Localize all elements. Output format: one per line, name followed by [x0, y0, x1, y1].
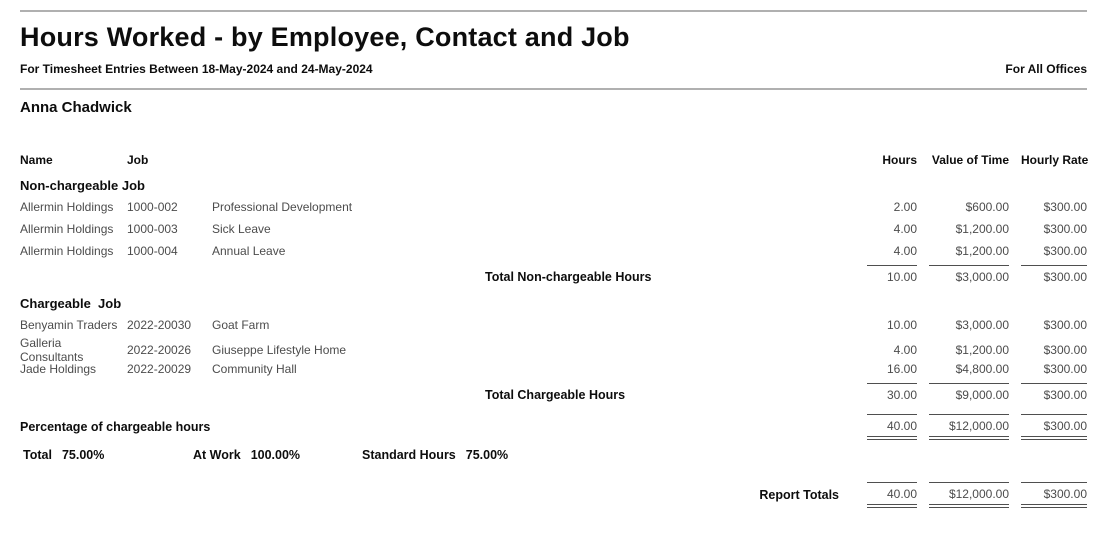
cell-hourly-rate: $300.00 [1043, 362, 1087, 376]
cell-value-of-time: $4,800.00 [955, 362, 1009, 376]
cell-job-name: Sick Leave [212, 222, 271, 236]
table-row: Allermin Holdings 1000-003 Sick Leave 4.00 $… [20, 218, 1087, 240]
column-header-hours: Hours [882, 153, 917, 167]
top-divider [20, 10, 1087, 12]
stat-total-value: 75.00% [61, 448, 105, 462]
cell-job-code: 1000-002 [127, 200, 178, 214]
section-total-label: Total Non-chargeable Hours [485, 270, 652, 284]
section-title: Chargeable Job [20, 296, 122, 311]
cell-contact-name: Allermin Holdings [20, 244, 114, 258]
percentage-hours-total: 40.00 [867, 414, 917, 440]
office-scope: For All Offices [1005, 62, 1087, 76]
report-section: Chargeable Job Benyamin Traders 2022-20030… [20, 296, 1087, 404]
column-header-hourly-rate: Hourly Rate [1021, 153, 1089, 167]
report-totals-row: Report Totals 40.00 $12,000.00 $300.00 [20, 482, 1087, 508]
cell-value-of-time: $600.00 [965, 200, 1009, 214]
cell-hourly-rate: $300.00 [1043, 222, 1087, 236]
report-section: Non-chargeable Job Allermin Holdings 1000-… [20, 178, 1087, 286]
section-total-value-of-time: $3,000.00 [929, 265, 1009, 286]
table-row: Galleria Consultants 2022-20026 Giuseppe L… [20, 336, 1087, 364]
cell-job-name: Goat Farm [212, 318, 270, 332]
percentage-hourly-rate-total: $300.00 [1021, 414, 1087, 440]
percentage-stats-row: Total 75.00% At Work 100.00% Standard Ho… [20, 448, 1087, 462]
section-total-row: Total Non-chargeable Hours 10.00 $3,000.00… [20, 265, 1087, 286]
stat-standard-hours-label: Standard Hours [362, 448, 456, 462]
stat-at-work-value: 100.00% [250, 448, 301, 462]
table-row: Allermin Holdings 1000-002 Professional De… [20, 196, 1087, 218]
table-row: Jade Holdings 2022-20029 Community Hall 16.… [20, 358, 1087, 380]
cell-contact-name: Jade Holdings [20, 362, 97, 376]
stat-standard-hours: Standard Hours 75.00% [362, 448, 508, 462]
report-date-range: For Timesheet Entries Between 18-May-202… [20, 62, 373, 76]
section-total-hours: 30.00 [867, 383, 917, 404]
section-total-hourly-rate: $300.00 [1021, 265, 1087, 286]
cell-hourly-rate: $300.00 [1043, 200, 1087, 214]
report-totals-value-of-time: $12,000.00 [929, 482, 1009, 508]
section-total-hourly-rate: $300.00 [1021, 383, 1087, 404]
percentage-label: Percentage of chargeable hours [20, 420, 211, 434]
cell-value-of-time: $1,200.00 [955, 343, 1009, 357]
table-row: Benyamin Traders 2022-20030 Goat Farm 10.00… [20, 314, 1087, 336]
column-header-name: Name [20, 153, 53, 167]
cell-hours: 16.00 [886, 362, 917, 376]
cell-value-of-time: $1,200.00 [955, 222, 1009, 236]
cell-job-name: Community Hall [212, 362, 297, 376]
stat-at-work: At Work 100.00% [193, 448, 362, 462]
stat-standard-hours-value: 75.00% [465, 448, 509, 462]
header-divider [20, 88, 1087, 90]
table-header-row: Name Job Hours Value of Time Hourly Rate [20, 153, 1089, 168]
section-total-value-of-time: $9,000.00 [929, 383, 1009, 404]
cell-hourly-rate: $300.00 [1043, 244, 1087, 258]
cell-contact-name: Benyamin Traders [20, 318, 118, 332]
report-title: Hours Worked - by Employee, Contact and … [20, 22, 630, 52]
employee-name: Anna Chadwick [20, 99, 132, 116]
cell-job-code: 2022-20030 [127, 318, 192, 332]
cell-job-name: Annual Leave [212, 244, 286, 258]
section-title: Non-chargeable Job [20, 178, 145, 193]
cell-job-code: 2022-20026 [127, 343, 192, 357]
cell-job-code: 1000-004 [127, 244, 178, 258]
cell-hours: 4.00 [893, 343, 917, 357]
cell-job-name: Professional Development [212, 200, 353, 214]
column-header-value-of-time: Value of Time [931, 153, 1009, 167]
cell-job-code: 2022-20029 [127, 362, 192, 376]
cell-hours: 4.00 [893, 222, 917, 236]
cell-hourly-rate: $300.00 [1043, 318, 1087, 332]
stat-total: Total 75.00% [23, 448, 193, 462]
report-subtitle-row: For Timesheet Entries Between 18-May-202… [20, 62, 1087, 76]
report-sections: Non-chargeable Job Allermin Holdings 1000-… [20, 178, 1087, 404]
cell-job-name: Giuseppe Lifestyle Home [212, 343, 347, 357]
cell-hours: 10.00 [886, 318, 917, 332]
column-header-job: Job [127, 153, 149, 167]
section-total-row: Total Chargeable Hours 30.00 $9,000.00 $300… [20, 383, 1087, 404]
section-total-label: Total Chargeable Hours [485, 388, 626, 402]
report-totals-hours: 40.00 [867, 482, 917, 508]
cell-contact-name: Allermin Holdings [20, 200, 114, 214]
cell-hours: 4.00 [893, 244, 917, 258]
cell-contact-name: Galleria Consultants [20, 336, 84, 364]
section-total-hours: 10.00 [867, 265, 917, 286]
stat-total-label: Total [23, 448, 52, 462]
report-totals-label: Report Totals [759, 488, 839, 502]
cell-value-of-time: $3,000.00 [955, 318, 1009, 332]
percentage-row: Percentage of chargeable hours 40.00 $12… [20, 414, 1087, 440]
stat-at-work-label: At Work [193, 448, 241, 462]
table-row: Allermin Holdings 1000-004 Annual Leave 4.0… [20, 240, 1087, 262]
report-totals-hourly-rate: $300.00 [1021, 482, 1087, 508]
cell-job-code: 1000-003 [127, 222, 178, 236]
cell-hourly-rate: $300.00 [1043, 343, 1087, 357]
percentage-value-of-time-total: $12,000.00 [929, 414, 1009, 440]
cell-contact-name: Allermin Holdings [20, 222, 114, 236]
cell-value-of-time: $1,200.00 [955, 244, 1009, 258]
cell-hours: 2.00 [893, 200, 917, 214]
